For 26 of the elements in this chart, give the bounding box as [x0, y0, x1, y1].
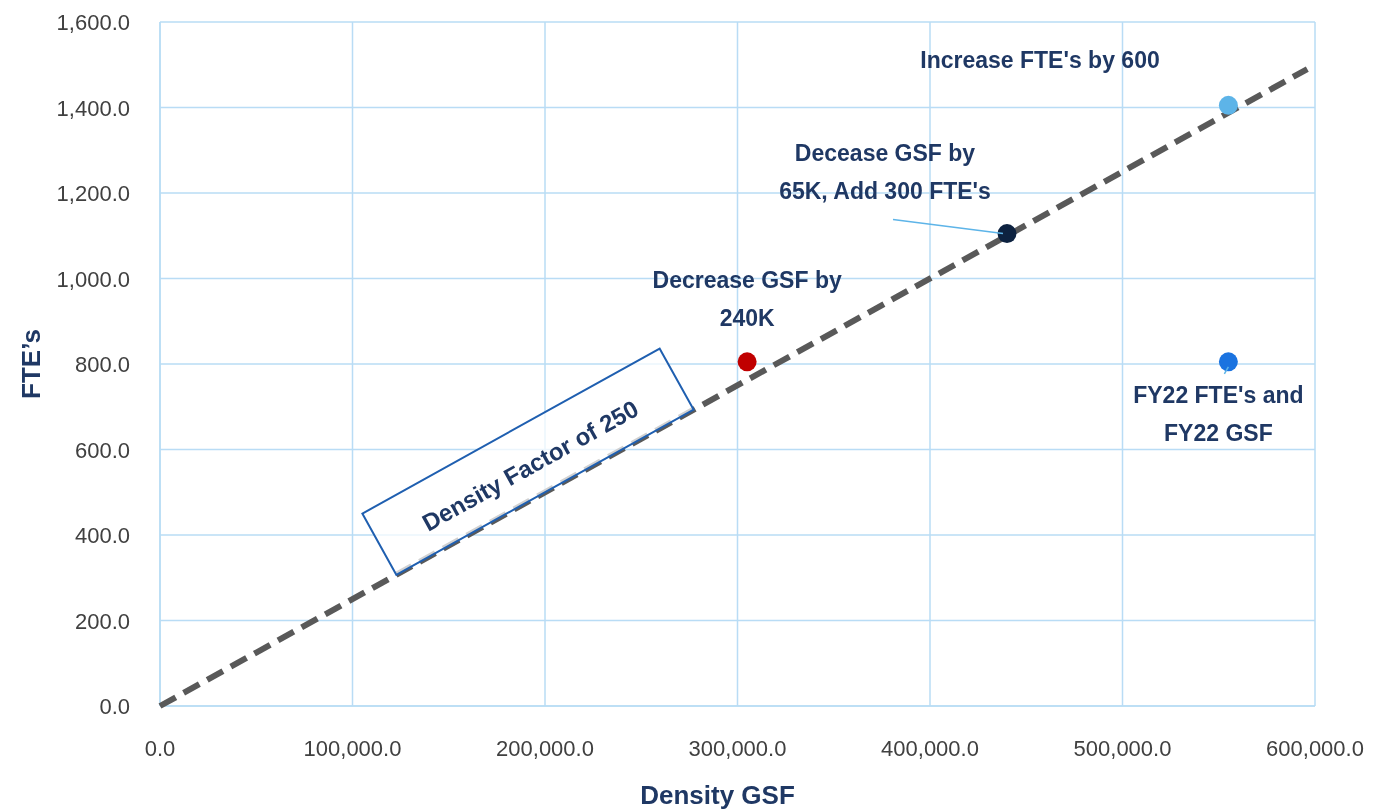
y-tick-label: 400.0 — [74, 523, 130, 548]
point — [1218, 352, 1238, 372]
x-tick-label: 600,000.0 — [1266, 736, 1364, 761]
x-axis-title: Density GSF — [640, 780, 795, 810]
y-tick-label: 200.0 — [74, 608, 130, 634]
point — [737, 352, 757, 372]
x-tick-label: 500,000.0 — [1073, 736, 1172, 761]
x-tick-label: 0.0 — [144, 736, 176, 761]
point — [997, 224, 1017, 244]
y-axis-title: FTE’s — [16, 329, 46, 399]
x-tick-label: 100,000.0 — [303, 736, 402, 761]
x-tick-label: 300,000.0 — [688, 736, 787, 761]
y-tick-label: 1,000.0 — [56, 266, 130, 292]
annotation: FY22 FTE's and FY22 GSF — [1133, 381, 1304, 446]
y-tick-label: 1,200.0 — [56, 181, 130, 206]
annotation: Decrease GSF by 240K — [652, 266, 842, 331]
y-tick-label: 800.0 — [74, 352, 130, 377]
x-tick-label: 400,000.0 — [881, 736, 979, 761]
point — [1218, 95, 1238, 115]
x-tick-label: 200,000.0 — [496, 736, 594, 761]
y-tick-label: 1,400.0 — [56, 95, 130, 121]
y-tick-label: 600.0 — [74, 437, 130, 463]
y-tick-label: 1,600.0 — [56, 10, 130, 35]
annotation: Decease GSF by 65K, Add 300 FTE's — [779, 139, 991, 204]
y-tick-label: 0.0 — [99, 694, 130, 719]
annotation: Increase FTE's by 600 — [920, 47, 1160, 73]
